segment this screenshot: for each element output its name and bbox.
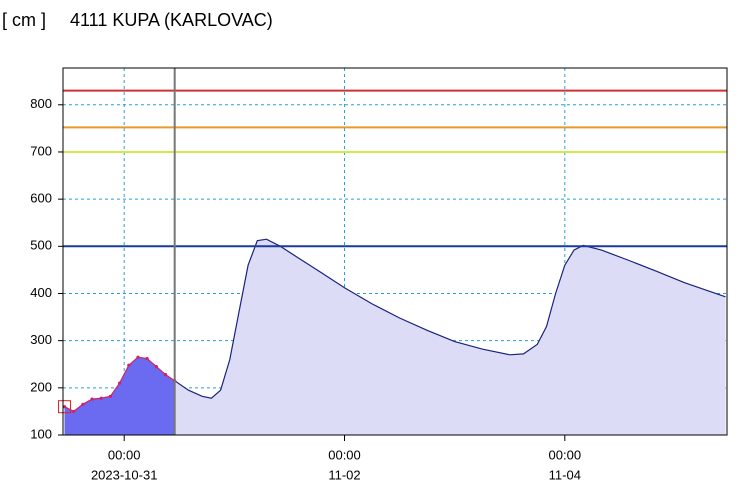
- x-tick-label: 2023-10-31: [91, 467, 158, 482]
- point: [81, 402, 85, 406]
- x-tick-label: 00:00: [549, 447, 582, 462]
- chart-title: 4111 KUPA (KARLOVAC): [70, 10, 273, 30]
- point: [145, 356, 149, 361]
- y-tick-label: 700: [30, 143, 52, 158]
- start-marker: [58, 400, 72, 414]
- area: [64, 357, 175, 435]
- line: [174, 238, 726, 399]
- unit-label: [ cm ]: [2, 10, 46, 30]
- point: [72, 409, 76, 414]
- y-tick-label: 600: [30, 191, 52, 206]
- point: [99, 396, 103, 400]
- y-tick-label: 800: [30, 96, 52, 111]
- point: [154, 365, 158, 369]
- x-tick-label: 11-04: [549, 467, 581, 482]
- point: [108, 394, 113, 398]
- area: [174, 239, 726, 435]
- y-tick-label: 200: [30, 379, 52, 394]
- x-tick-label: 00:00: [328, 447, 361, 462]
- point: [90, 397, 94, 401]
- plot-frame: [62, 67, 728, 436]
- point: [62, 405, 67, 409]
- point: [136, 355, 140, 359]
- x-tick-label: 11-02: [328, 467, 360, 482]
- point: [127, 363, 131, 367]
- point: [118, 381, 122, 385]
- y-tick-label: 100: [30, 426, 52, 441]
- y-tick-label: 500: [30, 238, 52, 253]
- point: [163, 373, 168, 377]
- x-tick-label: 00:00: [108, 447, 141, 462]
- y-tick-label: 400: [30, 285, 52, 300]
- y-tick-label: 300: [30, 332, 52, 347]
